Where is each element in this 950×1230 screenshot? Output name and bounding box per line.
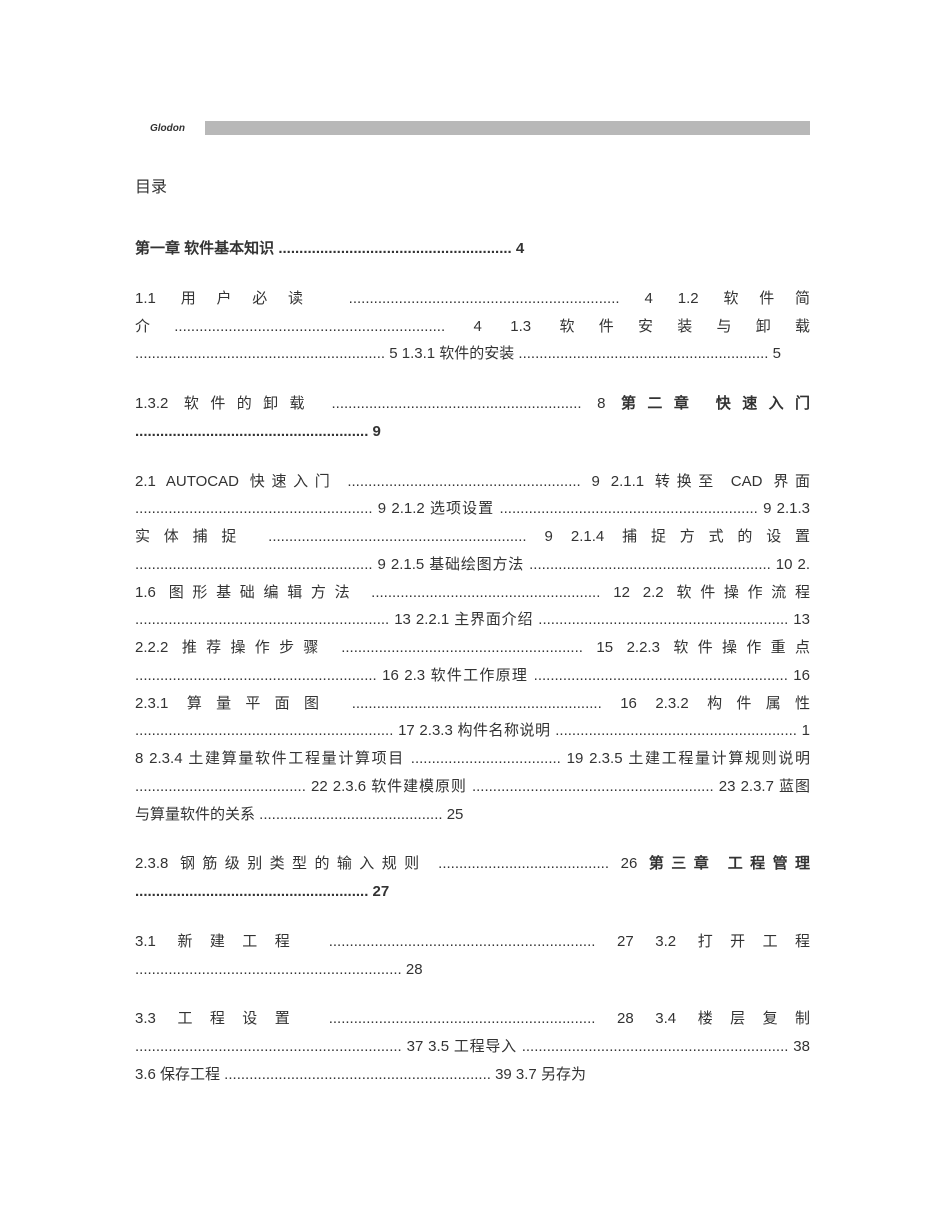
logo: Glodon <box>135 119 200 137</box>
toc-text-segment: 第一章 软件基本知识 .............................… <box>135 240 524 257</box>
header-bar: Glodon <box>135 118 810 138</box>
toc-paragraph: 2.1 AUTOCAD 快速入门 .......................… <box>135 468 810 829</box>
content-area: 目录 第一章 软件基本知识 ..........................… <box>135 173 810 1111</box>
toc-paragraph: 3.3 工程设置 ...............................… <box>135 1005 810 1088</box>
toc-text-segment: 1.1 用户必读 ...............................… <box>135 290 810 363</box>
toc-text-segment: 2.3.8 钢筋级别类型的输入规则 ......................… <box>135 855 649 872</box>
toc-paragraph: 第一章 软件基本知识 .............................… <box>135 235 810 263</box>
header-gray-bar <box>205 121 810 135</box>
toc-paragraph: 3.1 新建工程 ...............................… <box>135 928 810 984</box>
toc-text-segment: 3.3 工程设置 ...............................… <box>135 1010 810 1083</box>
toc-paragraph: 1.1 用户必读 ...............................… <box>135 285 810 368</box>
toc-paragraph: 1.3.2 软件的卸载 ............................… <box>135 390 810 446</box>
toc-text-segment: 1.3.2 软件的卸载 ............................… <box>135 395 621 412</box>
toc-text-segment: 3.1 新建工程 ...............................… <box>135 933 810 978</box>
toc-title: 目录 <box>135 173 810 197</box>
toc-paragraph: 2.3.8 钢筋级别类型的输入规则 ......................… <box>135 850 810 906</box>
paragraphs-container: 第一章 软件基本知识 .............................… <box>135 235 810 1089</box>
toc-text-segment: 2.1 AUTOCAD 快速入门 .......................… <box>135 473 810 823</box>
